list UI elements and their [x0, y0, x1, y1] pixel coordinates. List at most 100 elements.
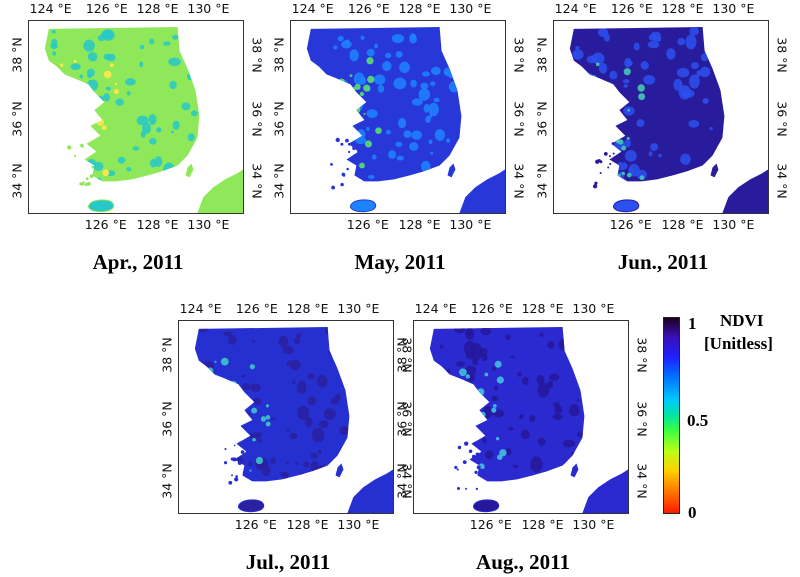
panel-caption: Aug., 2011: [476, 550, 570, 574]
colorbar-title: NDVI: [720, 311, 764, 330]
panel-caption: May, 2011: [354, 250, 446, 274]
lat-tick-label-right: 38 °N: [511, 37, 527, 73]
coastal-island: [82, 181, 85, 184]
korea-ndvi-map: [306, 26, 505, 213]
tsushima-island: [710, 163, 719, 178]
coastal-island: [341, 172, 346, 177]
coastal-island: [73, 154, 77, 157]
lon-tick-label-top: 126 °E: [235, 301, 278, 316]
map-frame: [553, 20, 769, 214]
lon-tick-label-bottom: 130 °E: [712, 217, 755, 232]
coastal-island: [235, 475, 239, 478]
colorbar-unit: [Unitless]: [704, 334, 773, 353]
coastal-island: [355, 158, 358, 162]
lat-tick-label-left: 38 °N: [271, 37, 287, 73]
lon-tick-label-bottom: 128 °E: [521, 517, 564, 532]
lat-tick-label-left: 38 °N: [534, 37, 550, 73]
colorbar-tick-label: 0.5: [687, 411, 709, 430]
korean-peninsula-land: [429, 326, 585, 482]
coastal-island: [357, 149, 360, 153]
panel-caption: Jul., 2011: [245, 550, 331, 574]
coastal-island: [464, 487, 467, 490]
lat-tick-label-right: 36 °N: [249, 101, 265, 137]
korea-ndvi-map: [194, 326, 393, 513]
lat-tick-label-left: 34 °N: [271, 163, 287, 199]
lat-tick-label-left: 36 °N: [271, 101, 287, 137]
colorbar-tick-label: 0: [688, 503, 697, 522]
coastal-island: [471, 454, 476, 459]
korean-peninsula-land: [569, 26, 725, 182]
lat-tick-label-right: 34 °N: [249, 163, 265, 199]
lon-tick-label-bottom: 130 °E: [187, 217, 230, 232]
coastal-island: [223, 461, 228, 465]
coastal-island: [84, 182, 88, 187]
tsushima-island: [447, 163, 456, 178]
lon-tick-label-top: 128 °E: [286, 301, 329, 316]
coastal-island: [85, 177, 89, 181]
lon-tick-label-bottom: 126 °E: [469, 517, 512, 532]
lat-tick-label-right: 34 °N: [774, 163, 790, 199]
lon-tick-label-top: 124 °E: [291, 1, 334, 16]
lat-tick-label-right: 34 °N: [511, 163, 527, 199]
lat-tick-label-right: 38 °N: [249, 37, 265, 73]
coastal-island: [335, 137, 340, 143]
lon-tick-label-bottom: 126 °E: [84, 217, 127, 232]
korean-peninsula-land: [194, 326, 350, 482]
lon-tick-label-top: 128 °E: [521, 301, 564, 316]
coastal-island: [457, 486, 460, 490]
coastal-island: [233, 444, 236, 447]
lat-tick-label-left: 34 °N: [534, 163, 550, 199]
coastal-island: [87, 181, 91, 186]
coastal-island: [244, 460, 248, 464]
korea-ndvi-map: [44, 26, 243, 213]
coastal-island: [81, 145, 84, 148]
kyushu-coast: [459, 169, 505, 213]
lon-tick-label-top: 130 °E: [449, 1, 492, 16]
lon-tick-label-top: 128 °E: [136, 1, 179, 16]
korea-ndvi-map: [429, 326, 628, 513]
coastal-island: [340, 142, 344, 146]
lon-tick-label-top: 126 °E: [610, 1, 653, 16]
lon-tick-label-top: 130 °E: [712, 1, 755, 16]
coastal-island: [609, 162, 612, 165]
coastal-island: [462, 460, 467, 465]
coastal-island: [621, 160, 625, 163]
panel-caption: Jun., 2011: [617, 250, 709, 274]
tsushima-island: [185, 163, 194, 178]
lon-tick-label-bottom: 126 °E: [346, 217, 389, 232]
lon-tick-label-bottom: 130 °E: [337, 517, 380, 532]
jeju-island: [237, 499, 265, 513]
lat-tick-label-left: 38 °N: [394, 337, 410, 373]
lon-tick-label-bottom: 128 °E: [136, 217, 179, 232]
colorbar-tick-label: 1: [688, 314, 697, 333]
coastal-island: [89, 174, 94, 179]
tsushima-island: [570, 463, 579, 478]
coastal-island: [612, 152, 615, 155]
coastal-island: [474, 470, 478, 475]
coastal-island: [479, 470, 482, 473]
tsushima-island: [335, 463, 344, 478]
coastal-island: [347, 142, 351, 146]
map-frame: [413, 320, 629, 514]
lon-tick-label-top: 128 °E: [398, 1, 441, 16]
lon-tick-label-bottom: 128 °E: [398, 217, 441, 232]
lon-tick-label-top: 130 °E: [187, 1, 230, 16]
lat-tick-label-right: 36 °N: [634, 401, 650, 437]
coastal-island: [234, 477, 239, 482]
coastal-island: [615, 155, 618, 159]
lon-tick-label-top: 124 °E: [554, 1, 597, 16]
jeju-island: [472, 499, 500, 513]
coastal-island: [346, 167, 349, 171]
coastal-island: [352, 146, 357, 151]
coastal-island: [238, 441, 243, 445]
coastal-island: [594, 181, 598, 185]
lon-tick-label-top: 126 °E: [85, 1, 128, 16]
map-frame: [28, 20, 244, 214]
coastal-island: [348, 150, 351, 154]
lon-tick-label-top: 128 °E: [661, 1, 704, 16]
coastal-island: [224, 447, 227, 451]
kyushu-coast: [197, 169, 243, 213]
jeju-island: [612, 199, 640, 213]
lat-tick-label-right: 38 °N: [774, 37, 790, 73]
coastal-island: [91, 165, 95, 169]
